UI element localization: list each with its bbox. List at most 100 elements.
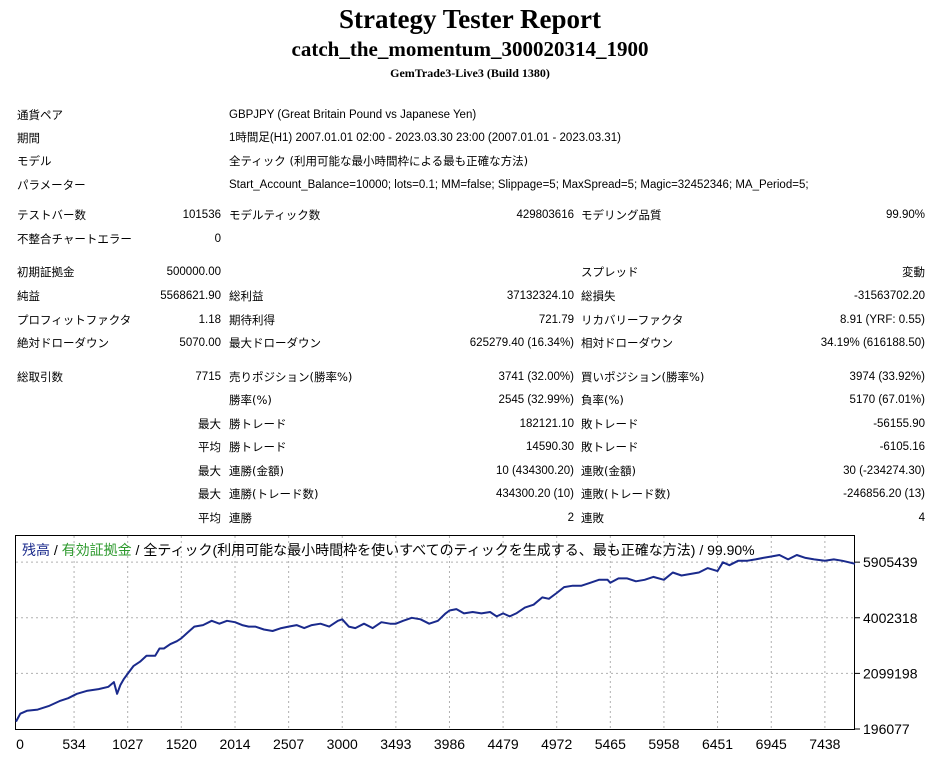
x-tick-label: 7438 bbox=[809, 736, 840, 752]
chart-legend: 残高 / 有効証拠金 / 全ティック(利用可能な最小時間枠を使いすべてのティック… bbox=[22, 542, 755, 558]
average-consecutive-losses-label: 連敗 bbox=[581, 511, 604, 525]
ticks-label: モデルティック数 bbox=[229, 208, 321, 222]
spread-label: スプレッド bbox=[581, 265, 639, 279]
period-value: 1時間足(H1) 2007.01.01 02:00 - 2023.03.30 2… bbox=[229, 132, 621, 144]
average-loss-label: 敗トレード bbox=[581, 440, 639, 454]
x-tick-label: 3000 bbox=[327, 736, 358, 752]
x-axis-ticks: 0 534 1027 1520 2014 2507 3000 3493 3986 4479 4972… bbox=[16, 736, 841, 752]
x-tick-label: 3986 bbox=[434, 736, 465, 752]
gross-loss-value: -31563702.20 bbox=[854, 290, 925, 302]
deposit-value: 500000.00 bbox=[166, 266, 221, 278]
deposit-label: 初期証拠金 bbox=[17, 265, 75, 279]
largest-profit-label: 勝トレード bbox=[229, 417, 287, 431]
x-tick-label: 5958 bbox=[648, 736, 679, 752]
loss-trades-value: 5170 (67.01%) bbox=[849, 394, 925, 406]
short-positions-value: 3741 (32.00%) bbox=[498, 371, 574, 383]
average-consecutive-prefix: 平均 bbox=[198, 511, 221, 525]
legend-balance: 残高 bbox=[22, 542, 50, 558]
x-tick-label: 2507 bbox=[273, 736, 304, 752]
recovery-factor-value: 8.91 (YRF: 0.55) bbox=[839, 314, 925, 326]
report-title: Strategy Tester Report bbox=[339, 4, 601, 34]
bars-value: 101536 bbox=[182, 209, 221, 221]
gross-loss-label: 総損失 bbox=[581, 289, 616, 303]
max-consecutive-count-prefix: 最大 bbox=[198, 487, 221, 501]
max-consecutive-loss-label: 連敗(トレード数) bbox=[581, 487, 671, 501]
x-tick-label: 5465 bbox=[595, 736, 626, 752]
x-tick-label: 3493 bbox=[380, 736, 411, 752]
maximal-drawdown-label: 最大ドローダウン bbox=[229, 336, 321, 350]
x-tick-label: 6945 bbox=[756, 736, 787, 752]
largest-loss-value: -56155.90 bbox=[873, 418, 925, 430]
max-consecutive-losses-value: 30 (-234274.30) bbox=[843, 465, 925, 477]
long-positions-value: 3974 (33.92%) bbox=[849, 371, 925, 383]
net-profit-value: 5568621.90 bbox=[160, 290, 221, 302]
x-tick-label: 1520 bbox=[166, 736, 197, 752]
y-tick-label: 4002318 bbox=[863, 610, 918, 626]
model-label: モデル bbox=[17, 154, 52, 168]
largest-loss-label: 敗トレード bbox=[581, 417, 639, 431]
model-value: 全ティック (利用可能な最小時間枠による最も正確な方法) bbox=[229, 154, 529, 168]
y-axis-ticks: 196077 2099198 4002318 5905439 bbox=[855, 554, 918, 737]
symbol-label: 通貨ペア bbox=[17, 108, 63, 122]
total-trades-value: 7715 bbox=[195, 371, 221, 383]
absolute-drawdown-value: 5070.00 bbox=[179, 337, 221, 349]
chart-grid bbox=[16, 536, 855, 729]
profit-factor-label: プロフィットファクタ bbox=[17, 313, 132, 327]
average-profit-value: 14590.30 bbox=[526, 441, 574, 453]
x-tick-label: 1027 bbox=[112, 736, 143, 752]
y-tick-label: 196077 bbox=[863, 721, 910, 737]
profit-trades-value: 2545 (32.99%) bbox=[498, 394, 574, 406]
loss-trades-label: 負率(%) bbox=[581, 393, 624, 407]
y-tick-label: 2099198 bbox=[863, 665, 918, 681]
mismatch-value: 0 bbox=[214, 233, 221, 245]
mismatch-label: 不整合チャートエラー bbox=[17, 232, 132, 246]
y-tick-label: 5905439 bbox=[863, 554, 918, 570]
server-name: GemTrade3-Live3 (Build 1380) bbox=[390, 66, 550, 80]
net-profit-label: 純益 bbox=[17, 289, 40, 303]
gross-profit-label: 総利益 bbox=[229, 289, 264, 303]
profit-factor-value: 1.18 bbox=[198, 314, 221, 326]
relative-drawdown-value: 34.19% (616188.50) bbox=[820, 337, 925, 349]
x-tick-label: 4479 bbox=[488, 736, 519, 752]
profit-trades-label: 勝率(%) bbox=[229, 393, 272, 407]
largest-profit-value: 182121.10 bbox=[519, 418, 574, 430]
average-consecutive-losses-value: 4 bbox=[918, 512, 925, 524]
recovery-factor-label: リカバリーファクタ bbox=[581, 313, 684, 327]
max-consecutive-losses-label: 連敗(金額) bbox=[581, 464, 636, 478]
x-tick-label: 0 bbox=[16, 736, 24, 752]
max-consecutive-prefix: 最大 bbox=[198, 464, 221, 478]
quality-value: 99.90% bbox=[885, 209, 925, 221]
average-loss-value: -6105.16 bbox=[879, 441, 925, 453]
short-positions-label: 売りポジション(勝率%) bbox=[229, 370, 353, 384]
symbol-value: GBPJPY (Great Britain Pound vs Japanese … bbox=[229, 109, 477, 121]
long-positions-label: 買いポジション(勝率%) bbox=[581, 370, 705, 384]
balance-line bbox=[15, 554, 856, 723]
max-consecutive-profit-value: 434300.20 (10) bbox=[495, 488, 574, 500]
average-consecutive-wins-value: 2 bbox=[567, 512, 574, 524]
ticks-value: 429803616 bbox=[516, 209, 574, 221]
maximal-drawdown-value: 625279.40 (16.34%) bbox=[469, 337, 574, 349]
average-profit-label: 勝トレード bbox=[229, 440, 287, 454]
parameters-value: Start_Account_Balance=10000; lots=0.1; M… bbox=[229, 179, 809, 191]
average-prefix: 平均 bbox=[198, 440, 221, 454]
max-consecutive-loss-value: -246856.20 (13) bbox=[843, 488, 925, 500]
x-tick-label: 534 bbox=[62, 736, 86, 752]
chart-series bbox=[15, 554, 856, 723]
relative-drawdown-label: 相対ドローダウン bbox=[581, 336, 673, 350]
x-tick-label: 6451 bbox=[702, 736, 733, 752]
bars-label: テストバー数 bbox=[17, 208, 86, 222]
period-label: 期間 bbox=[17, 131, 40, 145]
legend-equity: 有効証拠金 bbox=[62, 542, 132, 558]
max-consecutive-wins-value: 10 (434300.20) bbox=[495, 465, 574, 477]
expected-payoff-label: 期待利得 bbox=[229, 313, 275, 327]
x-tick-label: 4972 bbox=[541, 736, 572, 752]
legend-description: / 全ティック(利用可能な最小時間枠を使いすべてのティックを生成する、最も正確な… bbox=[132, 542, 755, 558]
largest-prefix: 最大 bbox=[198, 417, 221, 431]
absolute-drawdown-label: 絶対ドローダウン bbox=[17, 336, 109, 350]
max-consecutive-profit-label: 連勝(トレード数) bbox=[229, 487, 319, 501]
max-consecutive-wins-label: 連勝(金額) bbox=[229, 464, 284, 478]
x-tick-label: 2014 bbox=[219, 736, 250, 752]
spread-value: 変動 bbox=[902, 265, 925, 279]
expert-name: catch_the_momentum_300020314_1900 bbox=[291, 37, 649, 61]
